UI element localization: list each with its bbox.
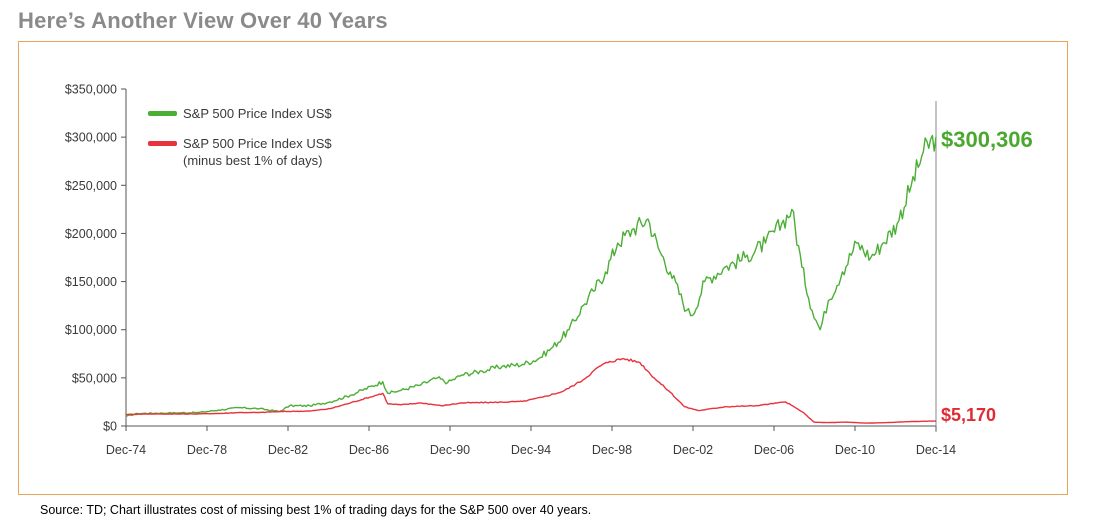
x-tick-label: Dec-14 [916, 443, 956, 457]
end-labels: $300,306 $5,170 [941, 127, 1033, 425]
series-layer [125, 134, 937, 424]
chart-frame [18, 41, 1068, 495]
legend-label-minus-best-days: S&P 500 Price Index US$ [183, 136, 332, 151]
legend-swatch-minus-best-days [148, 141, 177, 146]
x-tick-label: Dec-10 [835, 443, 875, 457]
y-tick-label: $0 [103, 420, 117, 434]
y-tick-label: $100,000 [65, 323, 117, 337]
x-tick-label: Dec-02 [673, 443, 713, 457]
x-tick-label: Dec-98 [592, 443, 632, 457]
x-axis: Dec-74 Dec-78 Dec-82 Dec-86 Dec-90 Dec-94 Dec-… [106, 101, 956, 457]
x-tick-label: Dec-86 [349, 443, 389, 457]
legend: S&P 500 Price Index US$ S&P 500 Price Ind… [148, 106, 332, 168]
x-tick-label: Dec-06 [754, 443, 794, 457]
y-axis: $0 $50,000 $100,000 $150,000 $200,000 $250,00… [65, 83, 127, 434]
legend-label-sp500: S&P 500 Price Index US$ [183, 106, 332, 121]
legend-label-minus-best-days: (minus best 1% of days) [183, 153, 322, 168]
y-tick-label: $300,000 [65, 131, 117, 145]
x-tick-label: Dec-82 [268, 443, 308, 457]
x-tick-label: Dec-78 [187, 443, 227, 457]
end-value-sp500: $300,306 [941, 127, 1033, 152]
y-tick-label: $150,000 [65, 275, 117, 289]
sp500-series-line [125, 134, 937, 418]
x-tick-label: Dec-94 [511, 443, 551, 457]
y-tick-label: $350,000 [65, 83, 117, 97]
y-tick-label: $50,000 [72, 371, 117, 385]
y-tick-label: $200,000 [65, 227, 117, 241]
slide-title: Here’s Another View Over 40 Years [18, 8, 388, 33]
x-tick-label: Dec-90 [430, 443, 470, 457]
legend-swatch-sp500 [148, 111, 177, 116]
source-note: Source: TD; Chart illustrates cost of mi… [40, 503, 592, 517]
y-tick-label: $250,000 [65, 179, 117, 193]
end-value-minus-best-days: $5,170 [941, 405, 996, 425]
sp500-minus-best-days-series-line [125, 357, 937, 424]
x-tick-label: Dec-74 [106, 443, 146, 457]
